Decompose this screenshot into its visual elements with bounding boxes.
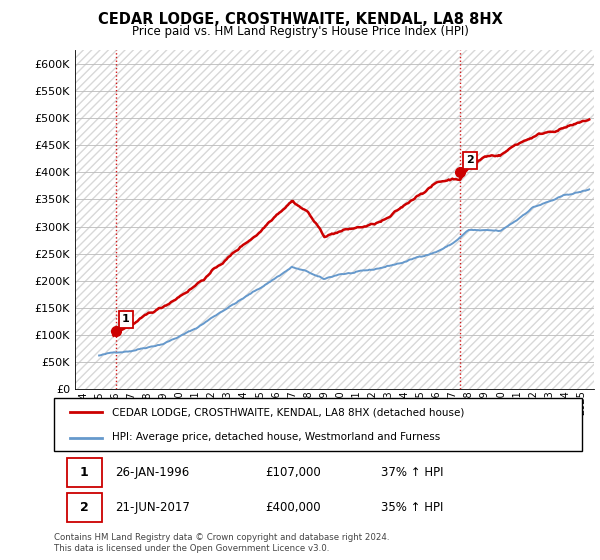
Text: 2: 2	[80, 501, 89, 514]
Text: 1: 1	[122, 314, 130, 324]
Text: CEDAR LODGE, CROSTHWAITE, KENDAL, LA8 8HX (detached house): CEDAR LODGE, CROSTHWAITE, KENDAL, LA8 8H…	[112, 408, 464, 418]
Text: 21-JUN-2017: 21-JUN-2017	[115, 501, 190, 514]
Text: 2: 2	[466, 156, 473, 165]
Text: 1: 1	[80, 466, 89, 479]
Text: £107,000: £107,000	[265, 466, 321, 479]
Text: HPI: Average price, detached house, Westmorland and Furness: HPI: Average price, detached house, West…	[112, 432, 440, 442]
Text: 37% ↑ HPI: 37% ↑ HPI	[382, 466, 444, 479]
Text: Contains HM Land Registry data © Crown copyright and database right 2024.
This d: Contains HM Land Registry data © Crown c…	[54, 533, 389, 553]
Bar	[67, 493, 101, 522]
Text: 26-JAN-1996: 26-JAN-1996	[115, 466, 189, 479]
Bar	[67, 458, 101, 487]
Text: Price paid vs. HM Land Registry's House Price Index (HPI): Price paid vs. HM Land Registry's House …	[131, 25, 469, 38]
Text: CEDAR LODGE, CROSTHWAITE, KENDAL, LA8 8HX: CEDAR LODGE, CROSTHWAITE, KENDAL, LA8 8H…	[98, 12, 502, 27]
Text: 35% ↑ HPI: 35% ↑ HPI	[382, 501, 444, 514]
Text: £400,000: £400,000	[265, 501, 321, 514]
